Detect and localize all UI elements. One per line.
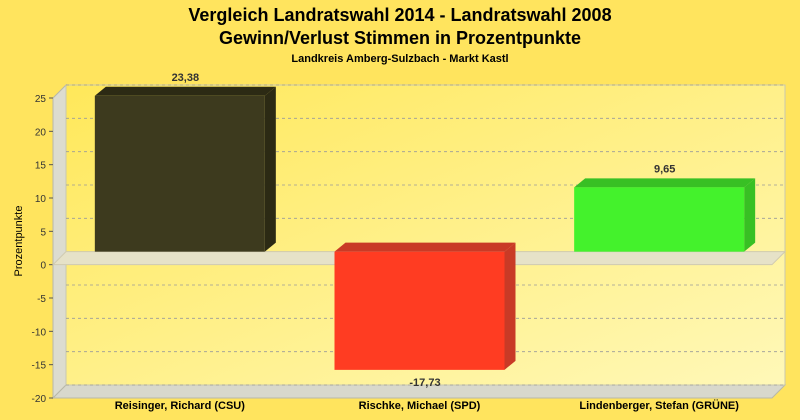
- y-tick-label: 15: [35, 161, 47, 172]
- y-tick-label: -10: [32, 327, 47, 338]
- x-category-label: Reisinger, Richard (CSU): [115, 400, 246, 412]
- bar-top: [94, 86, 276, 96]
- bar-side: [744, 178, 756, 252]
- y-tick-label: 25: [35, 94, 47, 105]
- bar-top: [574, 178, 756, 188]
- bar-side: [504, 242, 516, 370]
- bar-side: [264, 86, 276, 252]
- x-category-label: Rischke, Michael (SPD): [359, 400, 481, 412]
- bar-value-label: -17,73: [409, 377, 440, 389]
- chart-subtitle: Landkreis Amberg-Sulzbach - Markt Kastl: [291, 53, 509, 65]
- y-tick-label: -15: [32, 361, 47, 372]
- bar: [94, 95, 265, 252]
- y-tick-label: 5: [40, 227, 46, 238]
- bar-value-label: 23,38: [172, 72, 200, 84]
- y-axis-label: Prozentpunkte: [13, 206, 25, 277]
- bar-value-label: 9,65: [654, 163, 675, 175]
- y-tick-label: 10: [35, 194, 47, 205]
- chart-title: Vergleich Landratswahl 2014 - Landratswa…: [188, 5, 612, 25]
- bar-top: [334, 242, 516, 252]
- bar: [574, 187, 745, 252]
- x-category-label: Lindenberger, Stefan (GRÜNE): [579, 399, 739, 412]
- plot-left-wall: [52, 83, 67, 400]
- y-tick-label: -20: [32, 394, 47, 405]
- y-tick-label: 20: [35, 127, 47, 138]
- y-tick-label: 0: [40, 261, 46, 272]
- chart-titles: Vergleich Landratswahl 2014 - Landratswa…: [0, 0, 800, 65]
- y-tick-label: -5: [37, 294, 46, 305]
- chart-title-line-2: Gewinn/Verlust Stimmen in Prozentpunkte: [218, 28, 582, 48]
- bar: [334, 251, 505, 370]
